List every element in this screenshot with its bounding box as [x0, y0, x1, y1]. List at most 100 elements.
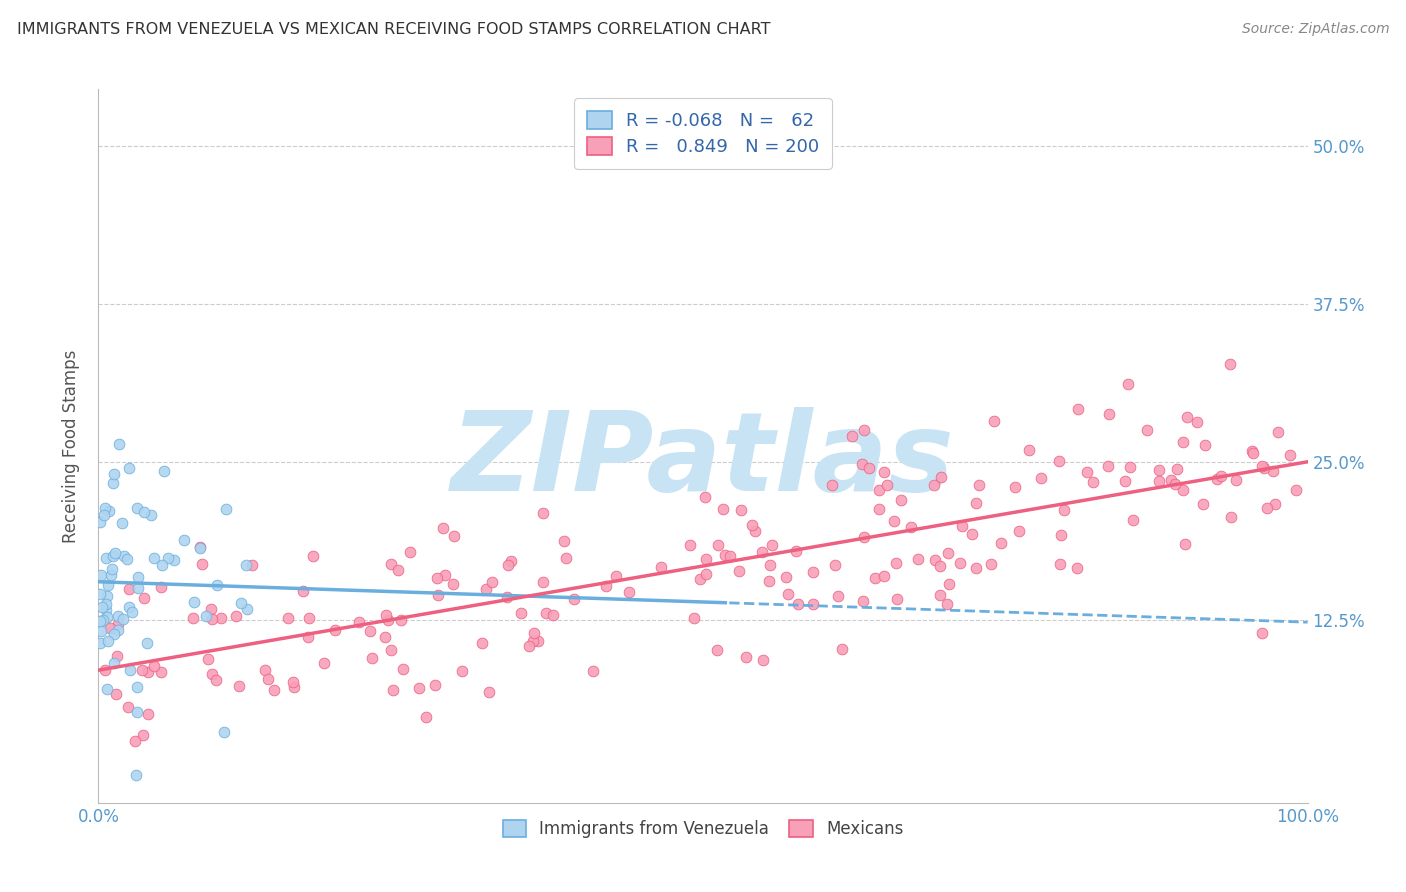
Point	[125, 705, 148, 719]
Point	[1173, 435, 1195, 450]
Point	[1251, 458, 1274, 473]
Point	[229, 596, 252, 610]
Point	[1049, 527, 1071, 541]
Point	[201, 667, 224, 681]
Point	[785, 544, 807, 558]
Point	[301, 549, 323, 563]
Point	[90, 568, 112, 582]
Point	[195, 609, 218, 624]
Y-axis label: Receiving Food Stamps: Receiving Food Stamps	[62, 350, 80, 542]
Point	[534, 607, 557, 621]
Point	[1067, 401, 1090, 416]
Point	[1116, 377, 1139, 392]
Point	[283, 681, 305, 695]
Point	[883, 514, 905, 528]
Point	[225, 608, 247, 623]
Point	[873, 465, 896, 479]
Point	[117, 551, 139, 566]
Point	[361, 651, 384, 665]
Point	[101, 549, 124, 563]
Point	[98, 621, 121, 635]
Point	[100, 568, 122, 582]
Point	[967, 478, 990, 492]
Point	[105, 648, 128, 663]
Point	[1119, 460, 1142, 475]
Point	[1175, 409, 1198, 424]
Point	[1160, 474, 1182, 488]
Point	[380, 558, 402, 572]
Point	[124, 734, 146, 748]
Point	[929, 558, 952, 573]
Point	[188, 540, 211, 554]
Point	[188, 541, 211, 555]
Point	[1194, 438, 1216, 452]
Point	[96, 610, 118, 624]
Point	[173, 533, 195, 547]
Point	[1149, 463, 1171, 477]
Point	[1174, 537, 1197, 551]
Point	[104, 546, 127, 560]
Point	[118, 599, 141, 614]
Point	[263, 682, 285, 697]
Point	[96, 597, 118, 611]
Point	[714, 548, 737, 562]
Point	[426, 588, 449, 602]
Point	[132, 591, 155, 605]
Point	[980, 557, 1002, 571]
Point	[134, 505, 156, 519]
Point	[399, 545, 422, 559]
Point	[541, 607, 564, 622]
Point	[1191, 497, 1213, 511]
Point	[595, 579, 617, 593]
Point	[693, 490, 716, 504]
Text: IMMIGRANTS FROM VENEZUELA VS MEXICAN RECEIVING FOOD STAMPS CORRELATION CHART: IMMIGRANTS FROM VENEZUELA VS MEXICAN REC…	[17, 22, 770, 37]
Point	[471, 636, 494, 650]
Point	[853, 424, 876, 438]
Point	[298, 611, 321, 625]
Point	[374, 607, 396, 622]
Point	[312, 656, 335, 670]
Point	[499, 554, 522, 568]
Point	[689, 572, 711, 586]
Point	[758, 558, 780, 572]
Point	[150, 558, 173, 572]
Point	[1081, 475, 1104, 489]
Point	[297, 630, 319, 644]
Point	[183, 595, 205, 609]
Point	[886, 591, 908, 606]
Point	[118, 664, 141, 678]
Point	[215, 501, 238, 516]
Point	[741, 517, 763, 532]
Point	[149, 665, 172, 679]
Point	[478, 684, 501, 698]
Point	[103, 657, 125, 671]
Point	[443, 528, 465, 542]
Point	[441, 577, 464, 591]
Point	[1049, 454, 1071, 468]
Point	[197, 652, 219, 666]
Point	[924, 553, 946, 567]
Point	[96, 682, 118, 697]
Point	[873, 569, 896, 583]
Point	[1166, 461, 1188, 475]
Point	[824, 558, 846, 573]
Point	[758, 574, 780, 588]
Point	[149, 580, 172, 594]
Point	[235, 558, 257, 572]
Point	[1136, 423, 1159, 437]
Point	[907, 551, 929, 566]
Point	[475, 582, 498, 596]
Point	[929, 588, 952, 602]
Point	[94, 551, 117, 566]
Point	[1205, 471, 1227, 485]
Point	[201, 612, 224, 626]
Point	[695, 551, 717, 566]
Point	[190, 557, 212, 571]
Point	[143, 659, 166, 673]
Point	[97, 503, 120, 517]
Point	[1008, 524, 1031, 538]
Point	[1053, 502, 1076, 516]
Point	[900, 519, 922, 533]
Point	[1066, 561, 1088, 575]
Point	[107, 616, 129, 631]
